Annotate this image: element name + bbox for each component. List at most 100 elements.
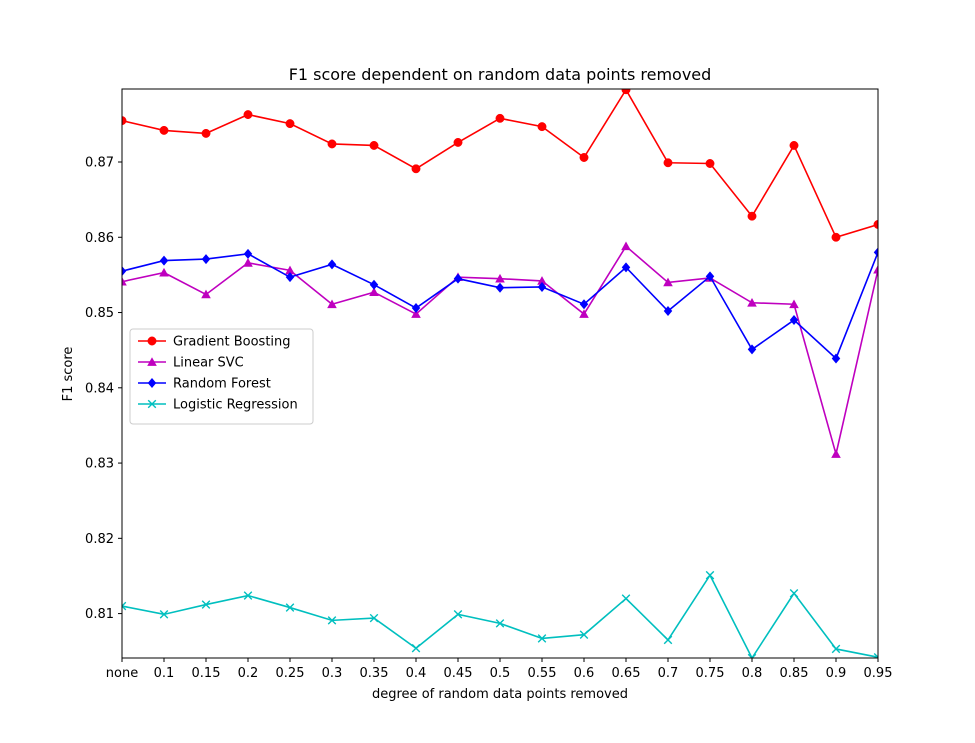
x-marker-stroke — [147, 399, 157, 409]
x-marker-stroke — [705, 570, 715, 580]
data-point-linear-svc — [327, 299, 337, 309]
data-point-linear-svc — [789, 299, 799, 309]
x-marker-stroke — [789, 588, 799, 598]
x-tick-label: 0.7 — [658, 666, 679, 681]
x-marker-stroke — [159, 610, 169, 619]
x-tick-label: 0.9 — [826, 666, 847, 681]
data-point-logistic-regression — [579, 630, 589, 639]
x-tick-label: 0.5 — [490, 666, 511, 681]
legend-marker — [147, 378, 157, 388]
x-tick-label: 0.25 — [276, 666, 305, 681]
data-point-logistic-regression — [122, 601, 127, 611]
data-point-random-forest — [411, 303, 421, 314]
x-marker-stroke — [122, 605, 127, 611]
data-point-gradient-boosting — [243, 110, 253, 120]
data-point-gradient-boosting — [579, 153, 589, 162]
x-marker-stroke — [411, 643, 421, 653]
x-marker-stroke — [663, 635, 673, 645]
x-tick-label: 0.8 — [742, 666, 763, 681]
data-point-random-forest — [537, 281, 547, 292]
data-point-random-forest — [159, 255, 169, 266]
x-tick-label: 0.55 — [528, 666, 557, 681]
data-point-gradient-boosting — [789, 140, 799, 150]
y-tick-label: 0.84 — [85, 381, 114, 396]
data-point-gradient-boosting — [495, 113, 505, 123]
data-point-random-forest — [579, 299, 589, 310]
legend-entry: Gradient Boosting — [138, 335, 291, 350]
data-point-logistic-regression — [159, 610, 169, 619]
data-point-random-forest — [663, 306, 673, 317]
data-point-gradient-boosting — [327, 139, 337, 149]
legend-label: Logistic Regression — [173, 398, 298, 413]
series-logistic-regression — [122, 570, 878, 658]
data-point-gradient-boosting — [663, 158, 673, 168]
x-marker-stroke — [122, 601, 127, 608]
x-tick-label: 0.95 — [864, 666, 893, 681]
x-marker-stroke — [831, 644, 841, 654]
data-point-gradient-boosting — [285, 119, 295, 129]
data-point-gradient-boosting — [369, 140, 379, 150]
data-point-logistic-regression — [411, 643, 421, 653]
data-point-gradient-boosting — [705, 159, 715, 168]
x-marker-stroke — [369, 613, 379, 623]
data-point-random-forest — [705, 271, 715, 282]
data-point-gradient-boosting — [747, 211, 757, 221]
data-point-gradient-boosting — [537, 122, 547, 132]
data-point-logistic-regression — [495, 619, 505, 628]
x-axis-label: degree of random data points removed — [372, 687, 628, 702]
data-point-random-forest — [122, 266, 127, 277]
legend-marker — [147, 399, 157, 409]
x-tick-label: 0.1 — [154, 666, 175, 681]
x-axis: none 0.1 0.15 0.2 0.25 0.3 0.35 0.4 0.45 0.5 0.55 0… — [106, 658, 893, 681]
data-point-gradient-boosting — [159, 125, 169, 135]
data-point-random-forest — [831, 353, 841, 364]
data-point-random-forest — [495, 282, 505, 293]
x-tick-label: 0.6 — [574, 666, 595, 681]
data-point-logistic-regression — [327, 616, 337, 625]
data-point-linear-svc — [747, 297, 757, 307]
x-tick-label: 0.75 — [696, 666, 725, 681]
data-point-linear-svc — [369, 287, 379, 297]
data-point-logistic-regression — [369, 613, 379, 623]
legend-marker — [147, 357, 157, 366]
data-point-logistic-regression — [789, 588, 799, 598]
data-point-logistic-regression — [873, 652, 878, 658]
data-point-random-forest — [369, 279, 379, 290]
data-point-logistic-regression — [243, 591, 253, 600]
x-marker-stroke — [579, 630, 589, 639]
data-point-logistic-regression — [705, 570, 715, 580]
x-marker-stroke — [747, 653, 753, 658]
legend-label: Linear SVC — [173, 356, 244, 371]
x-marker-stroke — [621, 594, 631, 603]
x-tick-label: 0.3 — [322, 666, 343, 681]
data-point-linear-svc — [285, 265, 295, 275]
legend-label: Gradient Boosting — [173, 335, 291, 350]
y-tick-label: 0.81 — [85, 607, 114, 622]
data-point-logistic-regression — [621, 594, 631, 603]
data-point-logistic-regression — [201, 600, 211, 609]
x-marker-stroke — [495, 619, 505, 628]
data-point-logistic-regression — [831, 644, 841, 654]
y-tick-label: 0.83 — [85, 457, 114, 472]
legend-entry: Random Forest — [138, 377, 271, 392]
x-marker-stroke — [285, 603, 295, 612]
data-point-linear-svc — [243, 258, 253, 267]
y-tick-label: 0.86 — [85, 231, 114, 246]
data-point-linear-svc — [122, 276, 127, 286]
y-tick-label: 0.82 — [85, 532, 114, 547]
legend-entry: Logistic Regression — [138, 398, 298, 413]
data-point-random-forest — [789, 315, 799, 326]
legend-box — [129, 328, 314, 425]
data-point-linear-svc — [831, 449, 841, 458]
data-point-random-forest — [327, 259, 337, 270]
data-point-linear-svc — [663, 277, 673, 287]
legend-marker — [147, 336, 157, 346]
x-tick-label: 0.85 — [780, 666, 809, 681]
data-point-logistic-regression — [537, 634, 547, 643]
x-tick-label: 0.4 — [406, 666, 427, 681]
x-tick-label: 0.2 — [238, 666, 259, 681]
series-gradient-boosting — [122, 89, 878, 242]
data-point-gradient-boosting — [621, 89, 631, 95]
data-point-linear-svc — [537, 276, 547, 285]
